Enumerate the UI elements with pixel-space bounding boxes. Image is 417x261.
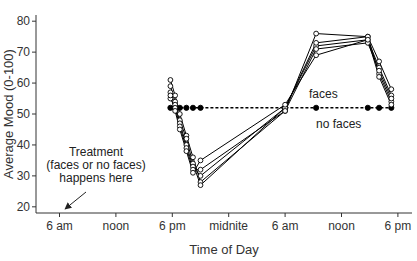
point	[173, 93, 178, 98]
point	[177, 105, 182, 110]
y-tick-label: 20	[17, 200, 31, 214]
annotation: happens here	[59, 171, 133, 185]
point	[377, 105, 382, 110]
y-tick	[32, 52, 36, 53]
y-tick	[32, 83, 36, 84]
point	[314, 31, 319, 36]
x-tick	[285, 213, 286, 217]
point	[177, 112, 182, 117]
point	[168, 93, 173, 98]
plot-area	[168, 31, 394, 187]
y-tick	[32, 114, 36, 115]
y-tick-label: 30	[17, 169, 31, 183]
point	[377, 74, 382, 79]
x-tick	[228, 213, 229, 217]
point	[314, 40, 319, 45]
point	[283, 102, 288, 107]
x-tick	[59, 213, 60, 217]
x-tick-label: 6 pm	[159, 219, 186, 233]
x-tick	[397, 213, 398, 217]
x-tick-label: midnite	[209, 219, 248, 233]
point	[283, 109, 288, 114]
x-tick	[172, 213, 173, 217]
y-tick	[32, 175, 36, 176]
point	[314, 53, 319, 58]
point	[184, 149, 189, 154]
y-tick-label: 70	[17, 45, 31, 59]
y-tick-label: 80	[17, 14, 31, 28]
point	[365, 105, 370, 110]
point	[365, 37, 370, 42]
series-line	[170, 40, 391, 185]
series-line	[170, 37, 391, 176]
annotation: (faces or no faces)	[46, 158, 145, 172]
series-line	[170, 40, 391, 173]
point	[184, 136, 189, 141]
series-label: faces	[309, 87, 338, 101]
point	[168, 78, 173, 83]
chart: 20 30 40 50 60 70 80 6 am noon 6 pm midnite 6 am noo…	[0, 0, 417, 261]
point	[184, 105, 189, 110]
point	[190, 105, 195, 110]
series-line	[170, 43, 391, 170]
x-tick-label: 6 pm	[385, 219, 412, 233]
point	[314, 105, 319, 110]
point	[365, 37, 370, 42]
point	[198, 173, 203, 178]
x-tick-label: noon	[103, 219, 130, 233]
y-tick-label: 50	[17, 107, 31, 121]
x-axis	[36, 213, 412, 214]
y-tick	[32, 144, 36, 145]
annotation-arrow	[65, 192, 86, 209]
series-label: no faces	[316, 117, 361, 131]
x-tick-label: 6 am	[272, 219, 299, 233]
point	[377, 68, 382, 73]
annotation: Treatment	[69, 145, 124, 159]
x-axis-title: Time of Day	[189, 242, 259, 257]
point	[191, 155, 196, 160]
x-tick-label: noon	[328, 219, 355, 233]
y-axis-title: Average Mood (0-100)	[1, 49, 16, 179]
point	[198, 183, 203, 188]
y-tick-label: 40	[17, 138, 31, 152]
point	[191, 170, 196, 175]
y-tick	[32, 21, 36, 22]
x-tick	[115, 213, 116, 217]
point	[314, 47, 319, 52]
x-tick	[341, 213, 342, 217]
y-tick-label: 60	[17, 76, 31, 90]
point	[177, 127, 182, 132]
point	[389, 96, 394, 101]
point	[198, 158, 203, 163]
point	[173, 109, 178, 114]
point	[198, 167, 203, 172]
x-tick-label: 6 am	[46, 219, 73, 233]
point	[168, 84, 173, 89]
point	[198, 105, 203, 110]
series-line	[170, 34, 391, 183]
point	[389, 87, 394, 92]
y-tick	[32, 206, 36, 207]
point	[377, 59, 382, 64]
point	[389, 102, 394, 107]
point	[283, 109, 288, 114]
